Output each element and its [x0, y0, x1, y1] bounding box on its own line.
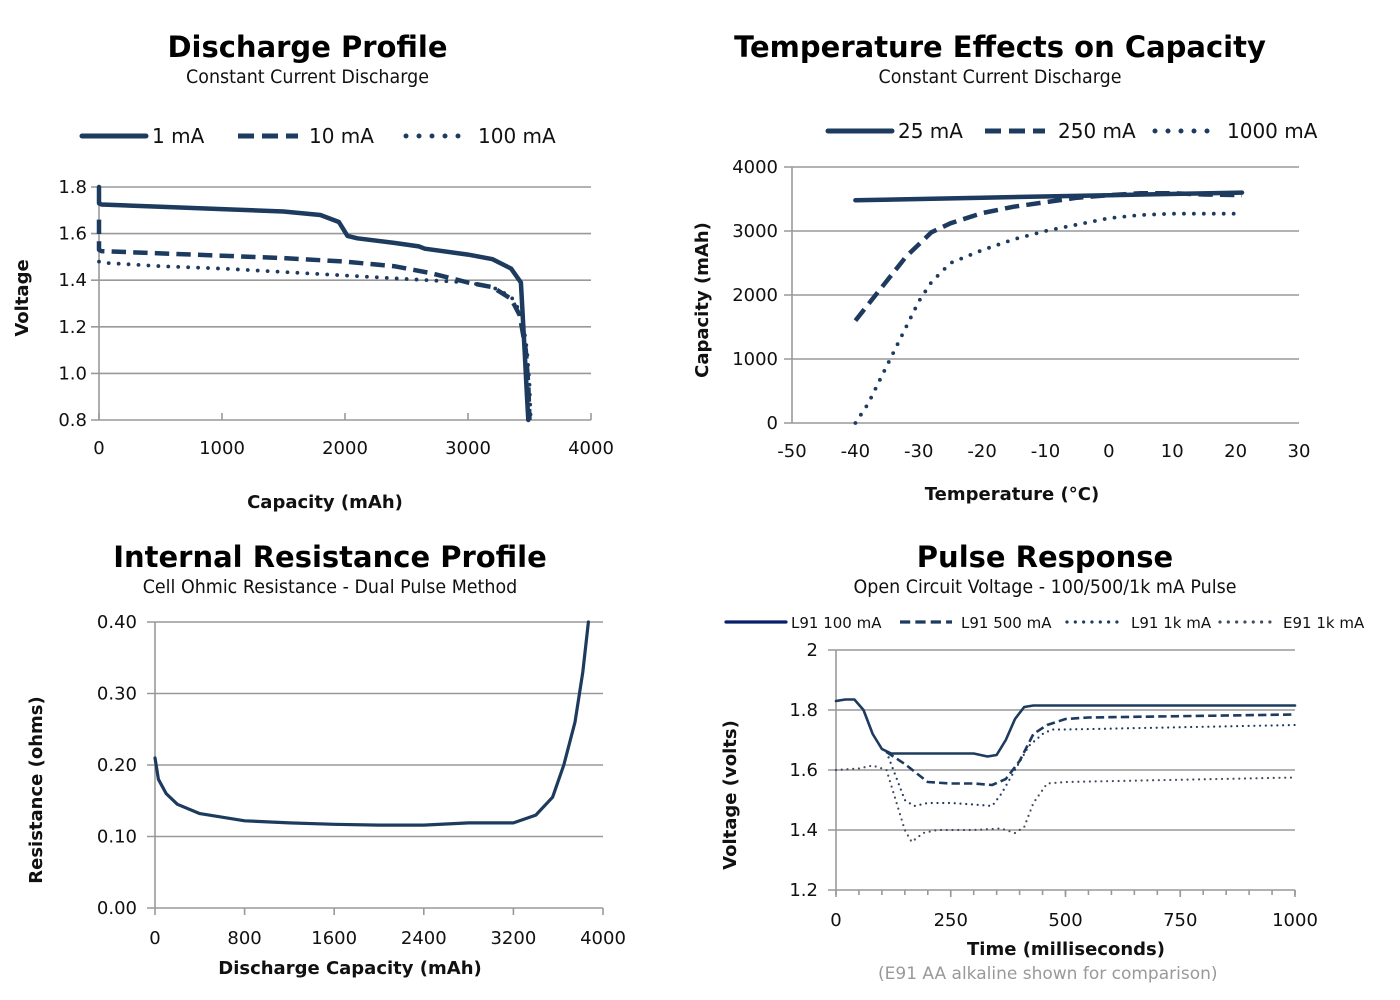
series-line-10-ma — [96, 219, 532, 421]
x-tick-label: 3000 — [445, 438, 491, 459]
pulse-chart-note: (E91 AA alkaline shown for comparison) — [878, 964, 1218, 984]
legend-label: 250 mA — [1058, 119, 1136, 143]
legend-label: 10 mA — [309, 124, 374, 148]
x-tick-label: 0 — [830, 910, 841, 931]
legend-label: 25 mA — [898, 119, 963, 143]
y-tick-label: 2000 — [732, 285, 778, 306]
discharge-chart-subtitle: Constant Current Discharge — [186, 66, 429, 88]
discharge-y-axis-title: Voltage — [12, 259, 33, 336]
y-tick-label: 1.8 — [789, 700, 818, 721]
discharge-legend: 1 mA 10 mA 100 mA — [79, 124, 556, 148]
resistance-x-axis-title: Discharge Capacity (mAh) — [218, 958, 481, 979]
legend-label: 100 mA — [478, 124, 556, 148]
resistance-chart: 0.00 0.10 0.20 0.30 0.40 0 800 1600 2400 3200 4000… — [26, 612, 626, 979]
series-line-l91-1k-ma — [885, 723, 1297, 808]
legend-label: 1 mA — [152, 124, 205, 148]
pulse-legend: L91 100 mA L91 500 mA L91 1k mA E91 1k mA — [724, 614, 1365, 632]
x-tick-label: 0 — [149, 928, 160, 949]
x-tick-label: -20 — [967, 441, 996, 462]
pulse-y-axis-title: Voltage (volts) — [720, 720, 741, 870]
y-tick-label: 1.4 — [789, 820, 818, 841]
temperature-y-axis-title: Capacity (mAh) — [692, 222, 713, 378]
legend-label: E91 1k mA — [1283, 614, 1365, 632]
y-tick-label: 3000 — [732, 221, 778, 242]
y-tick-label: 1000 — [732, 349, 778, 370]
series-line-250-ma — [853, 190, 1243, 322]
series-line-resistance — [153, 620, 591, 827]
x-tick-label: 1000 — [1272, 910, 1318, 931]
temperature-legend: 25 mA 250 mA 1000 mA — [825, 119, 1318, 143]
x-tick-label: 2000 — [322, 438, 368, 459]
x-tick-label: -30 — [904, 441, 933, 462]
legend-label: L91 1k mA — [1131, 614, 1212, 632]
x-tick-label: -10 — [1031, 441, 1060, 462]
x-tick-label: 1000 — [199, 438, 245, 459]
resistance-y-axis-title: Resistance (ohms) — [26, 696, 47, 883]
legend-label: 1000 mA — [1227, 119, 1318, 143]
x-tick-label: 30 — [1288, 441, 1311, 462]
pulse-x-axis-title: Time (milliseconds) — [967, 939, 1165, 960]
y-tick-label: 2 — [807, 640, 818, 661]
y-tick-label: 0.40 — [97, 612, 137, 633]
x-tick-label: -40 — [841, 441, 870, 462]
series-line-25-ma — [853, 190, 1245, 203]
x-tick-label: 1600 — [311, 928, 357, 949]
temperature-x-axis-title: Temperature (°C) — [925, 484, 1099, 505]
temperature-chart-subtitle: Constant Current Discharge — [878, 66, 1122, 88]
resistance-chart-title: Internal Resistance Profile — [113, 540, 547, 574]
series-line-100-ma — [97, 259, 533, 422]
legend-label: L91 100 mA — [791, 614, 882, 632]
x-tick-label: 800 — [227, 928, 261, 949]
y-tick-label: 0 — [767, 413, 778, 434]
x-tick-label: 2400 — [401, 928, 447, 949]
temperature-chart: 25 mA 250 mA 1000 mA 0 1000 2000 3000 4000 -50 -… — [692, 119, 1318, 505]
discharge-chart: 1 mA 10 mA 100 mA 0.8 1.0 1.2 1.4 1.6 1.8 0 1000 2… — [12, 124, 614, 513]
y-tick-label: 1.2 — [58, 317, 87, 338]
y-tick-label: 0.20 — [97, 755, 137, 776]
series-line-e91-1k-ma — [834, 764, 1297, 844]
x-tick-label: 750 — [1163, 910, 1197, 931]
resistance-chart-subtitle: Cell Ohmic Resistance - Dual Pulse Metho… — [142, 576, 518, 598]
y-tick-label: 0.00 — [97, 898, 137, 919]
x-tick-label: -50 — [777, 441, 806, 462]
pulse-chart-title: Pulse Response — [916, 540, 1174, 574]
x-tick-label: 4000 — [568, 438, 614, 459]
legend-label: L91 500 mA — [961, 614, 1052, 632]
temperature-chart-title: Temperature Effects on Capacity — [734, 30, 1266, 64]
series-line-l91-100-ma — [834, 698, 1297, 758]
y-tick-label: 0.30 — [97, 684, 137, 705]
x-tick-label: 4000 — [580, 928, 626, 949]
y-tick-label: 1.8 — [58, 177, 87, 198]
x-tick-label: 20 — [1224, 441, 1247, 462]
x-tick-label: 250 — [934, 910, 968, 931]
discharge-x-axis-title: Capacity (mAh) — [247, 492, 403, 513]
x-tick-label: 10 — [1161, 441, 1184, 462]
x-tick-label: 0 — [93, 438, 104, 459]
y-tick-label: 0.10 — [97, 827, 137, 848]
y-tick-label: 0.8 — [58, 410, 87, 431]
series-line-1000-ma — [853, 211, 1244, 425]
y-tick-label: 1.4 — [58, 270, 87, 291]
y-tick-label: 4000 — [732, 157, 778, 178]
y-tick-label: 1.0 — [58, 363, 87, 384]
y-tick-label: 1.6 — [789, 760, 818, 781]
x-tick-label: 3200 — [490, 928, 536, 949]
x-tick-label: 0 — [1103, 441, 1114, 462]
y-tick-label: 1.6 — [58, 224, 87, 245]
pulse-chart-subtitle: Open Circuit Voltage - 100/500/1k mA Pul… — [853, 576, 1237, 598]
y-tick-label: 1.2 — [789, 880, 818, 901]
series-line-1-ma — [96, 184, 531, 423]
series-line-l91-500-ma — [885, 713, 1296, 787]
x-tick-label: 500 — [1048, 910, 1082, 931]
pulse-chart: L91 100 mA L91 500 mA L91 1k mA E91 1k mA 1… — [720, 614, 1365, 960]
discharge-chart-title: Discharge Profile — [167, 30, 448, 64]
